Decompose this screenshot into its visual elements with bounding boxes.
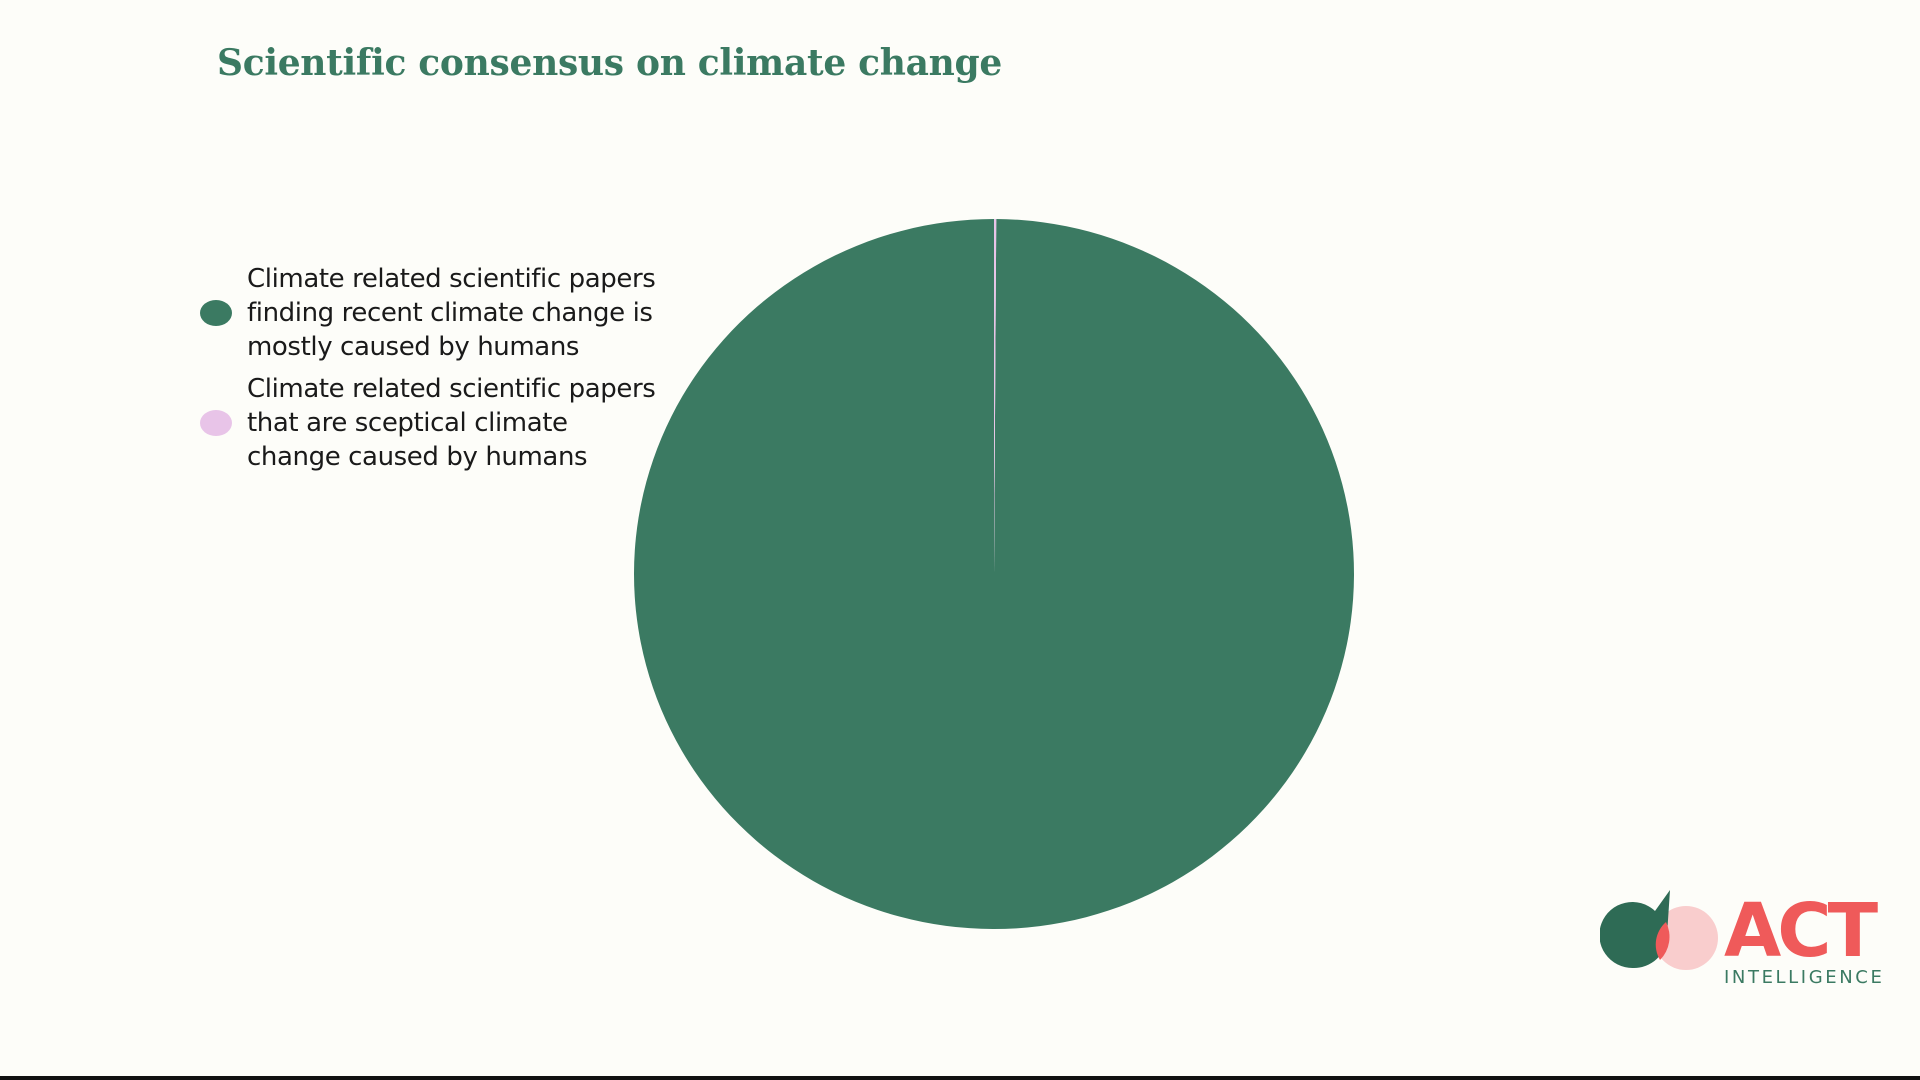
act-intelligence-logo: ACT INTELLIGENCE — [1600, 888, 1892, 994]
legend-item-sceptical: Climate related scientific papers that a… — [198, 372, 668, 474]
pie-chart-svg — [634, 219, 1354, 929]
logo-subtitle: INTELLIGENCE — [1724, 967, 1885, 988]
bottom-border — [0, 1076, 1920, 1080]
legend-label-sceptical: Climate related scientific papers that a… — [247, 374, 656, 472]
chart-legend: Climate related scientific papers findin… — [198, 262, 668, 482]
legend-swatch-human-caused — [200, 300, 232, 326]
leaf-circles-icon — [1600, 890, 1718, 970]
legend-label-human-caused: Climate related scientific papers findin… — [247, 264, 656, 362]
logo-wordmark: ACT — [1724, 888, 1878, 974]
pie-slice-sceptical — [994, 219, 997, 574]
chart-title: Scientific consensus on climate change — [217, 42, 1003, 84]
pie-slice-human-caused — [634, 219, 1354, 929]
legend-swatch-sceptical — [200, 410, 232, 436]
legend-item-human-caused: Climate related scientific papers findin… — [198, 262, 668, 364]
pie-chart — [634, 219, 1354, 929]
